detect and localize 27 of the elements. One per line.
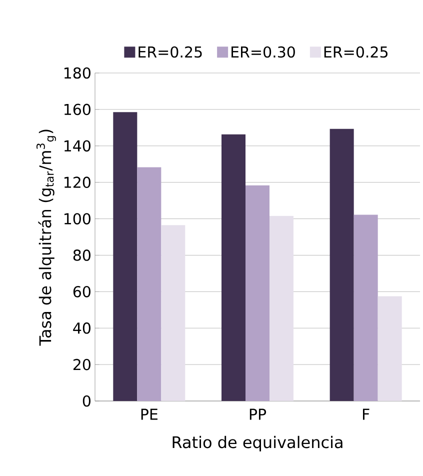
y-tick-label: 120 — [64, 176, 90, 188]
bar — [161, 225, 186, 401]
bar — [222, 134, 246, 401]
x-axis-title: Ratio de equivalencia — [172, 436, 342, 452]
legend-label: ER=0.25 — [324, 46, 388, 58]
legend-label: ER=0.25 — [138, 46, 202, 58]
bar — [246, 185, 270, 401]
legend-label: ER=0.30 — [232, 46, 295, 58]
x-tick-label: PP — [250, 408, 266, 420]
bar — [378, 296, 402, 401]
y-tick-label: 20 — [73, 358, 90, 370]
bar — [354, 214, 378, 401]
bar — [330, 128, 354, 401]
x-tick-label: PE — [141, 408, 158, 420]
bar — [137, 167, 162, 401]
x-tick-label: F — [362, 408, 370, 420]
y-tick-label: 140 — [64, 140, 90, 152]
y-tick-label: 80 — [73, 250, 90, 261]
bar — [270, 216, 294, 401]
y-tick-label: 0 — [82, 395, 90, 407]
y-tick-label: 100 — [64, 213, 90, 224]
y-axis-title: Tasa de alquitrán (g$_{tar}$/m$^{3}$$_{g}$) — [36, 130, 56, 346]
y-tick-label: 60 — [73, 286, 90, 298]
y-tick-label: 160 — [64, 104, 90, 116]
bar — [113, 112, 138, 401]
y-tick-label: 180 — [64, 67, 90, 79]
y-tick-label: 40 — [73, 322, 90, 334]
